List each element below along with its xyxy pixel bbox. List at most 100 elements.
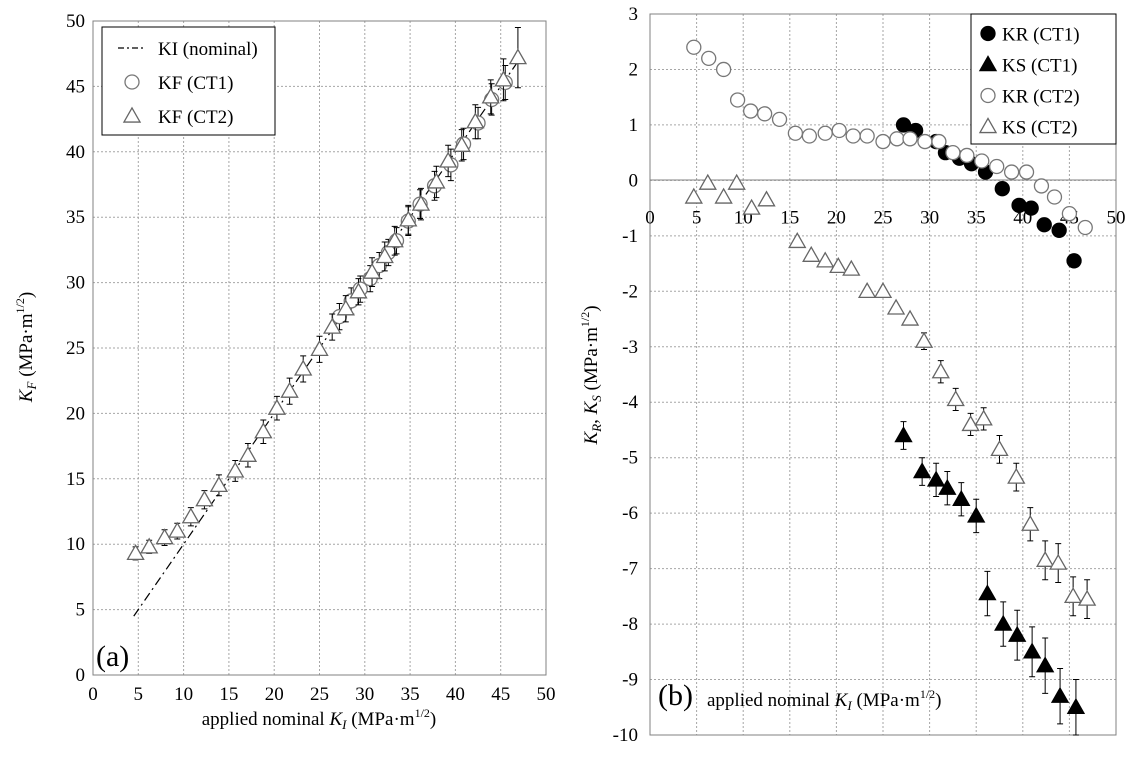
panel-a-y-axis-title: KF (MPa·m1/2) [13, 292, 39, 403]
data-point [1061, 206, 1078, 222]
y-tick-label: -8 [622, 614, 638, 635]
data-point [1077, 589, 1097, 606]
data-point [168, 521, 187, 538]
data-point [926, 470, 946, 487]
legend-marker [980, 87, 996, 104]
data-point [978, 584, 997, 601]
data-point [126, 543, 145, 561]
y-tick-label: -6 [622, 503, 638, 524]
x-tick-label: 45 [491, 684, 510, 705]
data-point [1063, 586, 1083, 604]
y-tick-label: 45 [66, 76, 85, 97]
data-point [267, 398, 287, 415]
y-tick-label: 35 [66, 207, 85, 228]
legend-label: KI (nominal) [158, 39, 258, 60]
data-point [1023, 200, 1039, 216]
data-point [701, 50, 717, 67]
data-point [1022, 642, 1042, 659]
x-tick-label: 30 [920, 207, 939, 228]
data-point [757, 190, 776, 207]
data-point [1008, 625, 1027, 642]
data-point [508, 48, 528, 65]
data-point [994, 181, 1010, 197]
data-point [938, 478, 957, 495]
y-tick-label: 30 [66, 273, 85, 294]
data-point [817, 125, 833, 141]
data-point [714, 187, 733, 204]
panel-b-y-axis-title: KR, KS (MPa·m1/2) [578, 305, 604, 445]
legend-marker [124, 74, 140, 90]
y-tick-label: 40 [66, 142, 85, 163]
data-point [155, 528, 174, 545]
panel-a-series [126, 27, 528, 617]
x-tick-label: 5 [134, 684, 144, 705]
data-point [411, 194, 431, 211]
panel-b-x-axis-title: applied nominal KI (MPa·m1/2) [707, 687, 941, 713]
x-tick-label: 50 [1107, 207, 1126, 228]
data-point [336, 299, 355, 316]
data-point [1003, 164, 1020, 180]
data-point [1035, 656, 1055, 673]
data-point [788, 232, 807, 249]
y-tick-label: 3 [629, 4, 639, 25]
panel-a-plot-frame [92, 20, 547, 676]
y-tick-label: 20 [66, 403, 85, 424]
data-point [1033, 178, 1050, 194]
y-tick-label: -3 [622, 337, 638, 358]
data-point [974, 153, 990, 169]
y-tick-label: 25 [66, 338, 85, 359]
legend-marker [122, 106, 142, 123]
data-point [438, 151, 458, 168]
data-point [914, 331, 934, 348]
x-tick-label: 25 [310, 684, 329, 705]
x-tick-label: 10 [174, 684, 193, 705]
y-tick-label: 2 [629, 59, 639, 80]
panel-a-tick-labels: 0 5 10 15 20 25 30 35 40 45 50 0 5 10 15 20 25 30 35 40 45 50 [66, 11, 556, 705]
data-point [952, 489, 971, 506]
data-point [994, 614, 1013, 631]
y-tick-label: 5 [76, 600, 86, 621]
data-point [967, 506, 986, 523]
data-point [1049, 553, 1068, 570]
panel-a-x-axis-title: applied nominal KI (MPa·m1/2) [202, 706, 436, 732]
legend-label: KR (CT1) [1002, 25, 1080, 46]
x-tick-label: 0 [645, 207, 655, 228]
legend-label: KF (CT2) [158, 107, 233, 128]
legend-label: KR (CT2) [1002, 87, 1080, 108]
data-point [1051, 222, 1067, 238]
data-point [294, 359, 313, 376]
data-point [375, 247, 394, 264]
panel-b-legend: KR (CT1) KS (CT1) KR (CT2) KS (CT2) [970, 13, 1117, 145]
data-point [452, 135, 471, 152]
panel-b-label: (b) [658, 679, 693, 712]
data-point [362, 262, 382, 279]
data-point [842, 259, 861, 276]
x-tick-label: 0 [88, 684, 98, 705]
y-tick-label: 0 [629, 170, 639, 191]
data-point [742, 198, 761, 215]
x-tick-label: 40 [446, 684, 465, 705]
x-tick-label: 5 [692, 207, 702, 228]
data-point [195, 490, 214, 507]
data-point [959, 147, 975, 164]
data-point [831, 122, 847, 139]
data-point [801, 128, 818, 144]
y-tick-label: 50 [66, 11, 85, 32]
data-point [140, 537, 159, 554]
data-point [1007, 467, 1026, 484]
legend-marker [980, 25, 996, 42]
y-tick-label: -1 [622, 226, 638, 247]
y-tick-label: 15 [66, 469, 85, 490]
legend-label: KS (CT2) [1002, 118, 1077, 139]
data-point [385, 231, 404, 248]
data-point [816, 251, 835, 268]
data-point [845, 128, 861, 144]
data-point [912, 462, 932, 479]
data-point [931, 362, 950, 379]
x-tick-label: 35 [967, 207, 986, 228]
x-tick-label: 30 [355, 684, 374, 705]
data-point [1066, 697, 1086, 714]
